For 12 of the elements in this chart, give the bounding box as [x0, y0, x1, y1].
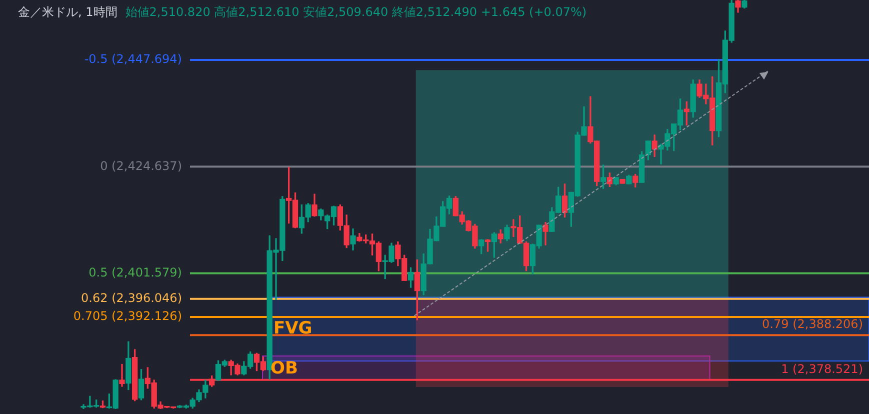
band-label: OB	[270, 358, 298, 378]
ref-line-label: 1 (2,378.521)	[781, 362, 863, 376]
candlestick	[119, 364, 125, 387]
ref-line-label: -0.5 (2,447.694)	[84, 52, 182, 66]
ref-line-label: 0.62 (2,396.046)	[81, 290, 182, 305]
ref-line-label: 0.5 (2,401.579)	[88, 265, 182, 280]
chart-title: 金／米ドル, 1時間	[18, 5, 118, 19]
ref-line-label: 0.79 (2,388.206)	[762, 317, 863, 332]
ref-line-label: 0.705 (2,392.126)	[73, 309, 182, 324]
ref-line-label: 0 (2,424.637)	[100, 158, 182, 173]
chart-subtitle: 始値2,510.820 高値2,512.610 安値2,509.640 終値2,512.490 +1.645 (+0.07%)	[125, 5, 587, 19]
band-label: FVG	[274, 318, 312, 339]
